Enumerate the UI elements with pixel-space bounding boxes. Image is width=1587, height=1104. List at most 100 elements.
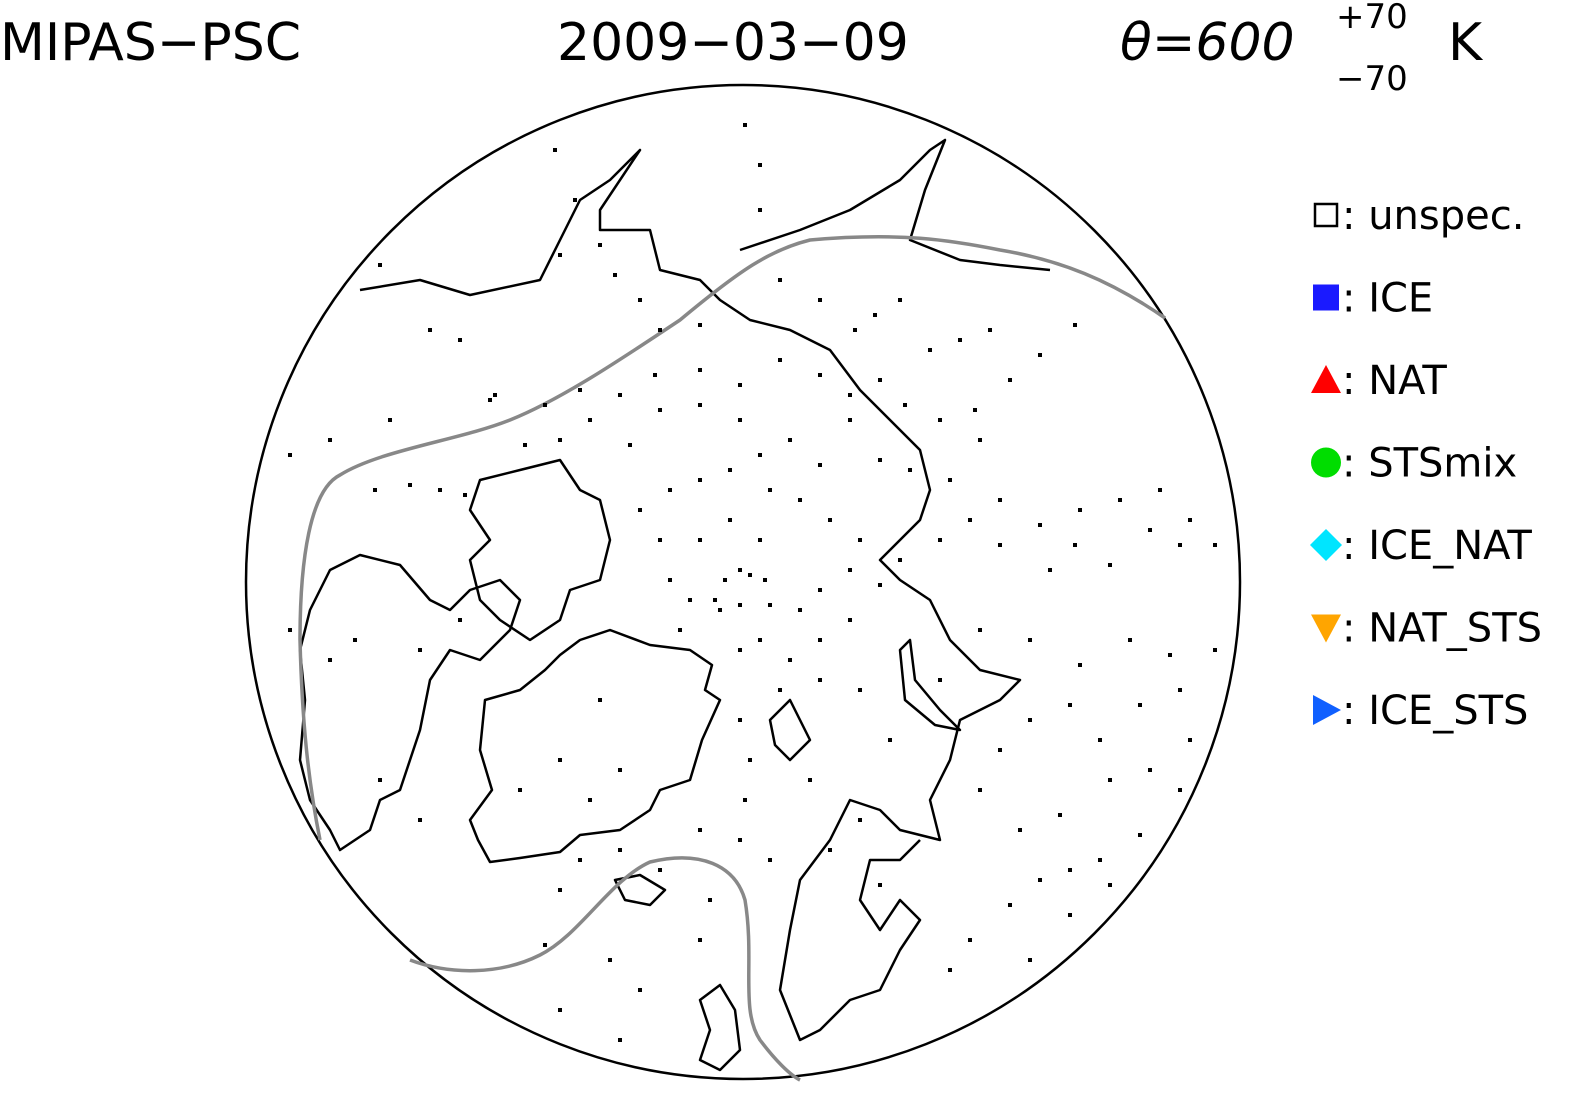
measurement-point — [828, 518, 832, 522]
measurement-point — [738, 383, 742, 387]
measurement-point — [1038, 523, 1042, 527]
measurement-point — [1138, 833, 1142, 837]
measurement-point — [638, 298, 642, 302]
measurement-point — [628, 443, 632, 447]
measurement-point — [1058, 813, 1062, 817]
measurement-point — [743, 798, 747, 802]
measurement-points — [288, 123, 1217, 1042]
measurement-point — [1078, 663, 1082, 667]
measurement-point — [1098, 858, 1102, 862]
legend-marker — [1313, 284, 1339, 311]
legend-label: : ICE_STS — [1342, 688, 1528, 734]
legend: : unspec.: ICE: NAT: STSmix: ICE_NAT: NA… — [1310, 193, 1542, 734]
legend-label: : unspec. — [1342, 193, 1524, 239]
measurement-point — [758, 538, 762, 542]
measurement-point — [1108, 778, 1112, 782]
measurement-point — [578, 858, 582, 862]
measurement-point — [1048, 568, 1052, 572]
measurement-point — [818, 638, 822, 642]
measurement-point — [1028, 958, 1032, 962]
coastline-siberia — [359, 148, 1022, 1042]
measurement-point — [698, 478, 702, 482]
measurement-point — [738, 418, 742, 422]
polar-vortex-edge — [409, 856, 801, 1082]
measurement-point — [458, 338, 462, 342]
measurement-point — [1178, 788, 1182, 792]
measurement-point — [618, 393, 622, 397]
measurement-point — [558, 888, 562, 892]
measurement-point — [768, 488, 772, 492]
measurement-point — [968, 938, 972, 942]
measurement-point — [1108, 563, 1112, 567]
polar-map — [244, 83, 1242, 1082]
measurement-point — [888, 738, 892, 742]
measurement-point — [848, 618, 852, 622]
theta-label: θ=600 — [1120, 13, 1295, 73]
measurement-point — [418, 648, 422, 652]
measurement-point — [738, 648, 742, 652]
legend-marker — [1311, 614, 1341, 643]
measurement-point — [1148, 768, 1152, 772]
measurement-point — [458, 618, 462, 622]
measurement-point — [1028, 638, 1032, 642]
measurement-point — [738, 718, 742, 722]
measurement-point — [798, 498, 802, 502]
measurement-point — [698, 323, 702, 327]
measurement-point — [958, 338, 962, 342]
measurement-point — [1008, 378, 1012, 382]
measurement-point — [588, 798, 592, 802]
coastline-north-america — [298, 553, 522, 852]
measurement-point — [878, 883, 882, 887]
measurement-point — [898, 298, 902, 302]
measurement-point — [908, 468, 912, 472]
measurement-point — [748, 573, 752, 577]
measurement-point — [518, 788, 522, 792]
measurement-point — [998, 498, 1002, 502]
measurement-point — [998, 543, 1002, 547]
measurement-point — [818, 678, 822, 682]
measurement-point — [828, 848, 832, 852]
measurement-point — [288, 453, 292, 457]
measurement-point — [778, 688, 782, 692]
measurement-point — [818, 298, 822, 302]
measurement-point — [408, 483, 412, 487]
measurement-point — [488, 398, 492, 402]
measurement-point — [758, 208, 762, 212]
legend-label: : STSmix — [1342, 441, 1517, 487]
measurement-point — [938, 418, 942, 422]
polar-vortex-edge — [298, 234, 1166, 841]
measurement-point — [1138, 703, 1142, 707]
measurement-point — [988, 328, 992, 332]
measurement-point — [928, 348, 932, 352]
theta-lower: −70 — [1336, 59, 1408, 99]
map-border — [244, 83, 1242, 1081]
measurement-point — [1038, 353, 1042, 357]
measurement-point — [778, 278, 782, 282]
measurement-point — [738, 838, 742, 842]
measurement-point — [588, 418, 592, 422]
coastline-iceland — [613, 873, 667, 907]
measurement-point — [373, 488, 377, 492]
measurement-point — [713, 598, 717, 602]
measurement-point — [808, 778, 812, 782]
measurement-point — [998, 748, 1002, 752]
measurement-point — [463, 493, 467, 497]
measurement-point — [328, 438, 332, 442]
measurement-point — [978, 438, 982, 442]
measurement-point — [558, 1008, 562, 1012]
measurement-point — [598, 243, 602, 247]
measurement-point — [288, 628, 292, 632]
measurement-point — [848, 393, 852, 397]
measurement-point — [668, 488, 672, 492]
measurement-point — [948, 478, 952, 482]
measurement-point — [353, 638, 357, 642]
measurement-point — [878, 378, 882, 382]
measurement-point — [948, 968, 952, 972]
measurement-point — [558, 758, 562, 762]
measurement-point — [1098, 738, 1102, 742]
measurement-point — [698, 368, 702, 372]
measurement-point — [818, 373, 822, 377]
coastline-archipelago — [468, 458, 612, 642]
measurement-point — [1178, 543, 1182, 547]
legend-marker — [1313, 695, 1341, 725]
